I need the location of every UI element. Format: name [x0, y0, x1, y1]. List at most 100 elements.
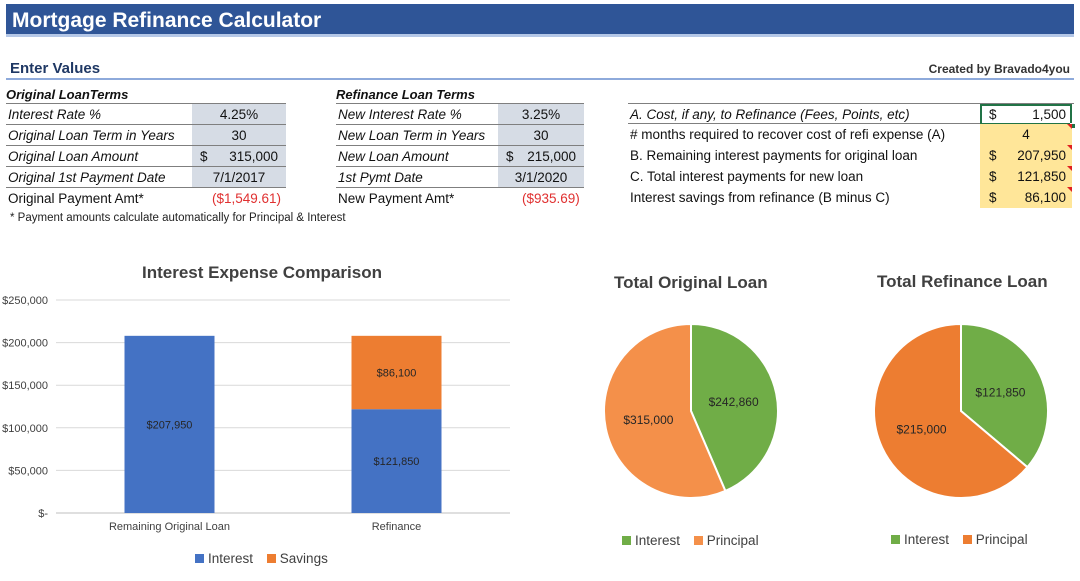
legend-swatch-principal	[962, 535, 972, 544]
legend-label: Principal	[706, 533, 759, 548]
new-loan-term-input[interactable]: 30	[498, 125, 584, 145]
refinance-loan-table: Refinance Loan Terms New Interest Rate %…	[336, 84, 584, 209]
row-label: New Payment Amt*	[338, 191, 455, 206]
bar-chart-legend: Interest Savings	[195, 551, 338, 566]
y-tick-label: $-	[38, 508, 48, 520]
table-row: 1st Pymt Date 3/1/2020	[336, 167, 584, 188]
comment-indicator-icon[interactable]	[1067, 166, 1072, 171]
legend-label: Interest	[208, 551, 254, 566]
y-tick-label: $100,000	[2, 423, 48, 435]
bar-chart-title: Interest Expense Comparison	[142, 263, 382, 282]
legend-swatch-interest	[891, 535, 900, 544]
summary-table: A. Cost, if any, to Refinance (Fees, Poi…	[628, 103, 1076, 208]
table-row: Original Loan Term in Years 30	[6, 125, 286, 146]
row-label: New Loan Amount	[338, 149, 449, 164]
data-label: $121,850	[975, 386, 1025, 400]
original-payment-value: ($1,549.61)	[212, 191, 282, 206]
pie-original-title: Total Original Loan	[614, 273, 768, 292]
row-label: Original Loan Amount	[8, 149, 139, 164]
original-loan-heading: Original LoanTerms	[6, 84, 286, 104]
data-label: $86,100	[377, 368, 417, 380]
row-label: C. Total interest payments for new loan	[630, 169, 864, 184]
table-row: New Loan Amount $215,000	[336, 146, 584, 167]
legend-label: Interest	[904, 532, 950, 547]
legend-swatch-savings	[266, 554, 276, 563]
y-tick-label: $250,000	[2, 295, 48, 307]
x-tick-label: Refinance	[372, 521, 422, 533]
legend-label: Savings	[279, 551, 328, 566]
enter-values-heading: Enter Values	[10, 60, 101, 77]
table-row: B. Remaining interest payments for origi…	[628, 145, 1074, 166]
pie-slice	[690, 322, 779, 493]
row-label: 1st Pymt Date	[338, 170, 423, 185]
new-loan-amount-input[interactable]: $215,000	[498, 146, 584, 166]
table-row: Interest Rate % 4.25%	[6, 104, 286, 125]
pie-slice	[603, 322, 727, 499]
y-tick-label: $200,000	[2, 338, 48, 350]
data-label: $207,950	[147, 419, 193, 431]
table-row: A. Cost, if any, to Refinance (Fees, Poi…	[628, 103, 1076, 129]
table-row: C. Total interest payments for new loan …	[628, 166, 1074, 187]
row-label: New Loan Term in Years	[338, 128, 486, 143]
pie-original-legend: Interest Principal	[622, 533, 769, 548]
bar	[124, 335, 215, 513]
table-row: Original Loan Amount $315,000	[6, 146, 286, 167]
refinance-cost-input[interactable]: $1,500	[980, 104, 1076, 129]
pie-refinance-title: Total Refinance Loan	[877, 272, 1048, 291]
table-row: Original 1st Payment Date 7/1/2017	[6, 167, 286, 188]
comment-indicator-icon[interactable]	[1067, 124, 1072, 129]
bar-chart: $- $50,000 $100,000 $150,000 $200,000 $250,00…	[2, 295, 510, 533]
table-row: New Interest Rate % 3.25%	[336, 104, 584, 125]
loan-amount-input[interactable]: $315,000	[192, 146, 286, 166]
comment-indicator-icon[interactable]	[1067, 187, 1072, 192]
interest-rate-input[interactable]: 4.25%	[192, 104, 286, 124]
legend-swatch-interest	[622, 536, 631, 545]
data-label: $242,860	[709, 395, 759, 409]
pie-slice	[960, 322, 1049, 469]
row-label: A. Cost, if any, to Refinance (Fees, Poi…	[630, 107, 910, 122]
legend-label: Principal	[975, 532, 1028, 547]
original-loan-table: Original LoanTerms Interest Rate % 4.25%…	[6, 84, 286, 209]
new-payment-value: ($935.69)	[522, 191, 580, 206]
data-label: $121,850	[374, 456, 420, 468]
table-row: # months required to recover cost of ref…	[628, 124, 1074, 145]
loan-term-input[interactable]: 30	[192, 125, 286, 145]
table-row: New Loan Term in Years 30	[336, 125, 584, 146]
page-title: Mortgage Refinance Calculator	[6, 4, 1074, 37]
row-label: Original 1st Payment Date	[8, 170, 166, 185]
table-row: Original Payment Amt* ($1,549.61)	[6, 188, 286, 209]
row-label: Original Payment Amt*	[8, 191, 144, 206]
bar	[351, 335, 442, 410]
row-label: New Interest Rate %	[338, 107, 462, 122]
credit-text: Created by Bravado4you	[928, 62, 1070, 76]
row-label: # months required to recover cost of ref…	[630, 127, 946, 142]
section-header: Enter Values Created by Bravado4you	[6, 58, 1074, 80]
data-label: $215,000	[897, 422, 947, 436]
row-label: Original Loan Term in Years	[8, 128, 175, 143]
pie-slice	[873, 322, 1029, 499]
table-row: Interest savings from refinance (B minus…	[628, 187, 1074, 208]
pie-original: $242,860 $315,000	[603, 322, 779, 499]
y-tick-label: $50,000	[8, 465, 48, 477]
row-label: B. Remaining interest payments for origi…	[630, 148, 918, 163]
pie-refinance-legend: Interest Principal	[891, 532, 1038, 547]
remaining-interest-value: $207,950	[980, 145, 1072, 166]
first-pymt-date-input[interactable]: 3/1/2020	[498, 167, 584, 187]
row-label: Interest savings from refinance (B minus…	[630, 190, 890, 205]
comment-indicator-icon[interactable]	[1067, 145, 1072, 150]
pie-refinance: $121,850 $215,000	[873, 322, 1049, 499]
first-payment-date-input[interactable]: 7/1/2017	[192, 167, 286, 187]
table-row: New Payment Amt* ($935.69)	[336, 188, 584, 209]
legend-label: Interest	[635, 533, 681, 548]
bar	[351, 409, 442, 513]
legend-swatch-principal	[693, 536, 703, 545]
x-tick-label: Remaining Original Loan	[109, 521, 230, 533]
refinance-loan-heading: Refinance Loan Terms	[336, 84, 584, 104]
months-recover-value: 4	[980, 124, 1072, 145]
row-label: Interest Rate %	[8, 107, 102, 122]
footnote: * Payment amounts calculate automaticall…	[10, 212, 346, 224]
new-interest-rate-input[interactable]: 3.25%	[498, 104, 584, 124]
data-label: $315,000	[623, 413, 673, 427]
total-interest-new-value: $121,850	[980, 166, 1072, 187]
legend-swatch-interest	[195, 554, 204, 563]
